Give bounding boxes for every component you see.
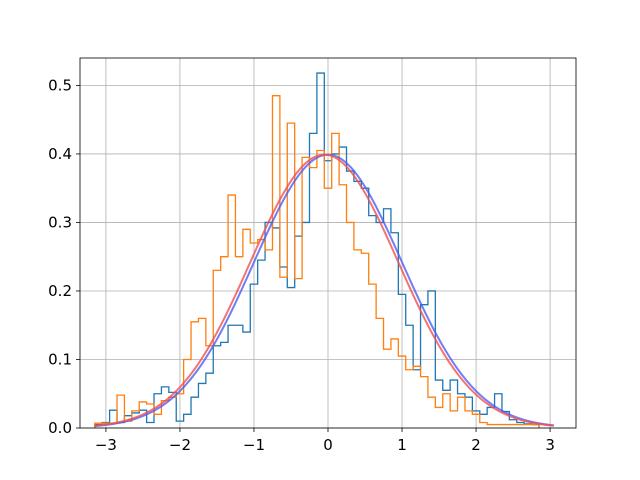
x-tick-label: −3 — [95, 436, 117, 454]
density-curve-2 — [94, 153, 554, 427]
histogram-series-1 — [94, 72, 540, 428]
x-tick-label: −2 — [169, 436, 191, 454]
x-tick-label: 3 — [545, 436, 555, 454]
density-curve-1 — [94, 153, 554, 428]
grid — [80, 58, 576, 429]
y-tick-label: 0.3 — [48, 213, 72, 231]
x-axis: −3 −2 −1 0 1 2 3 — [95, 428, 555, 454]
histograms — [94, 72, 540, 428]
x-tick-label: 2 — [471, 436, 481, 454]
y-axis: 0.0 0.1 0.2 0.3 0.4 0.5 — [48, 76, 80, 437]
y-tick-label: 0.0 — [48, 419, 72, 437]
x-tick-label: 0 — [323, 436, 333, 454]
histogram-series-2 — [94, 95, 540, 428]
y-tick-label: 0.1 — [48, 350, 72, 368]
x-tick-label: 1 — [397, 436, 407, 454]
density-curves — [94, 153, 554, 428]
y-tick-label: 0.4 — [48, 145, 72, 163]
y-tick-label: 0.2 — [48, 282, 72, 300]
x-tick-label: −1 — [243, 436, 265, 454]
y-tick-label: 0.5 — [48, 76, 72, 94]
